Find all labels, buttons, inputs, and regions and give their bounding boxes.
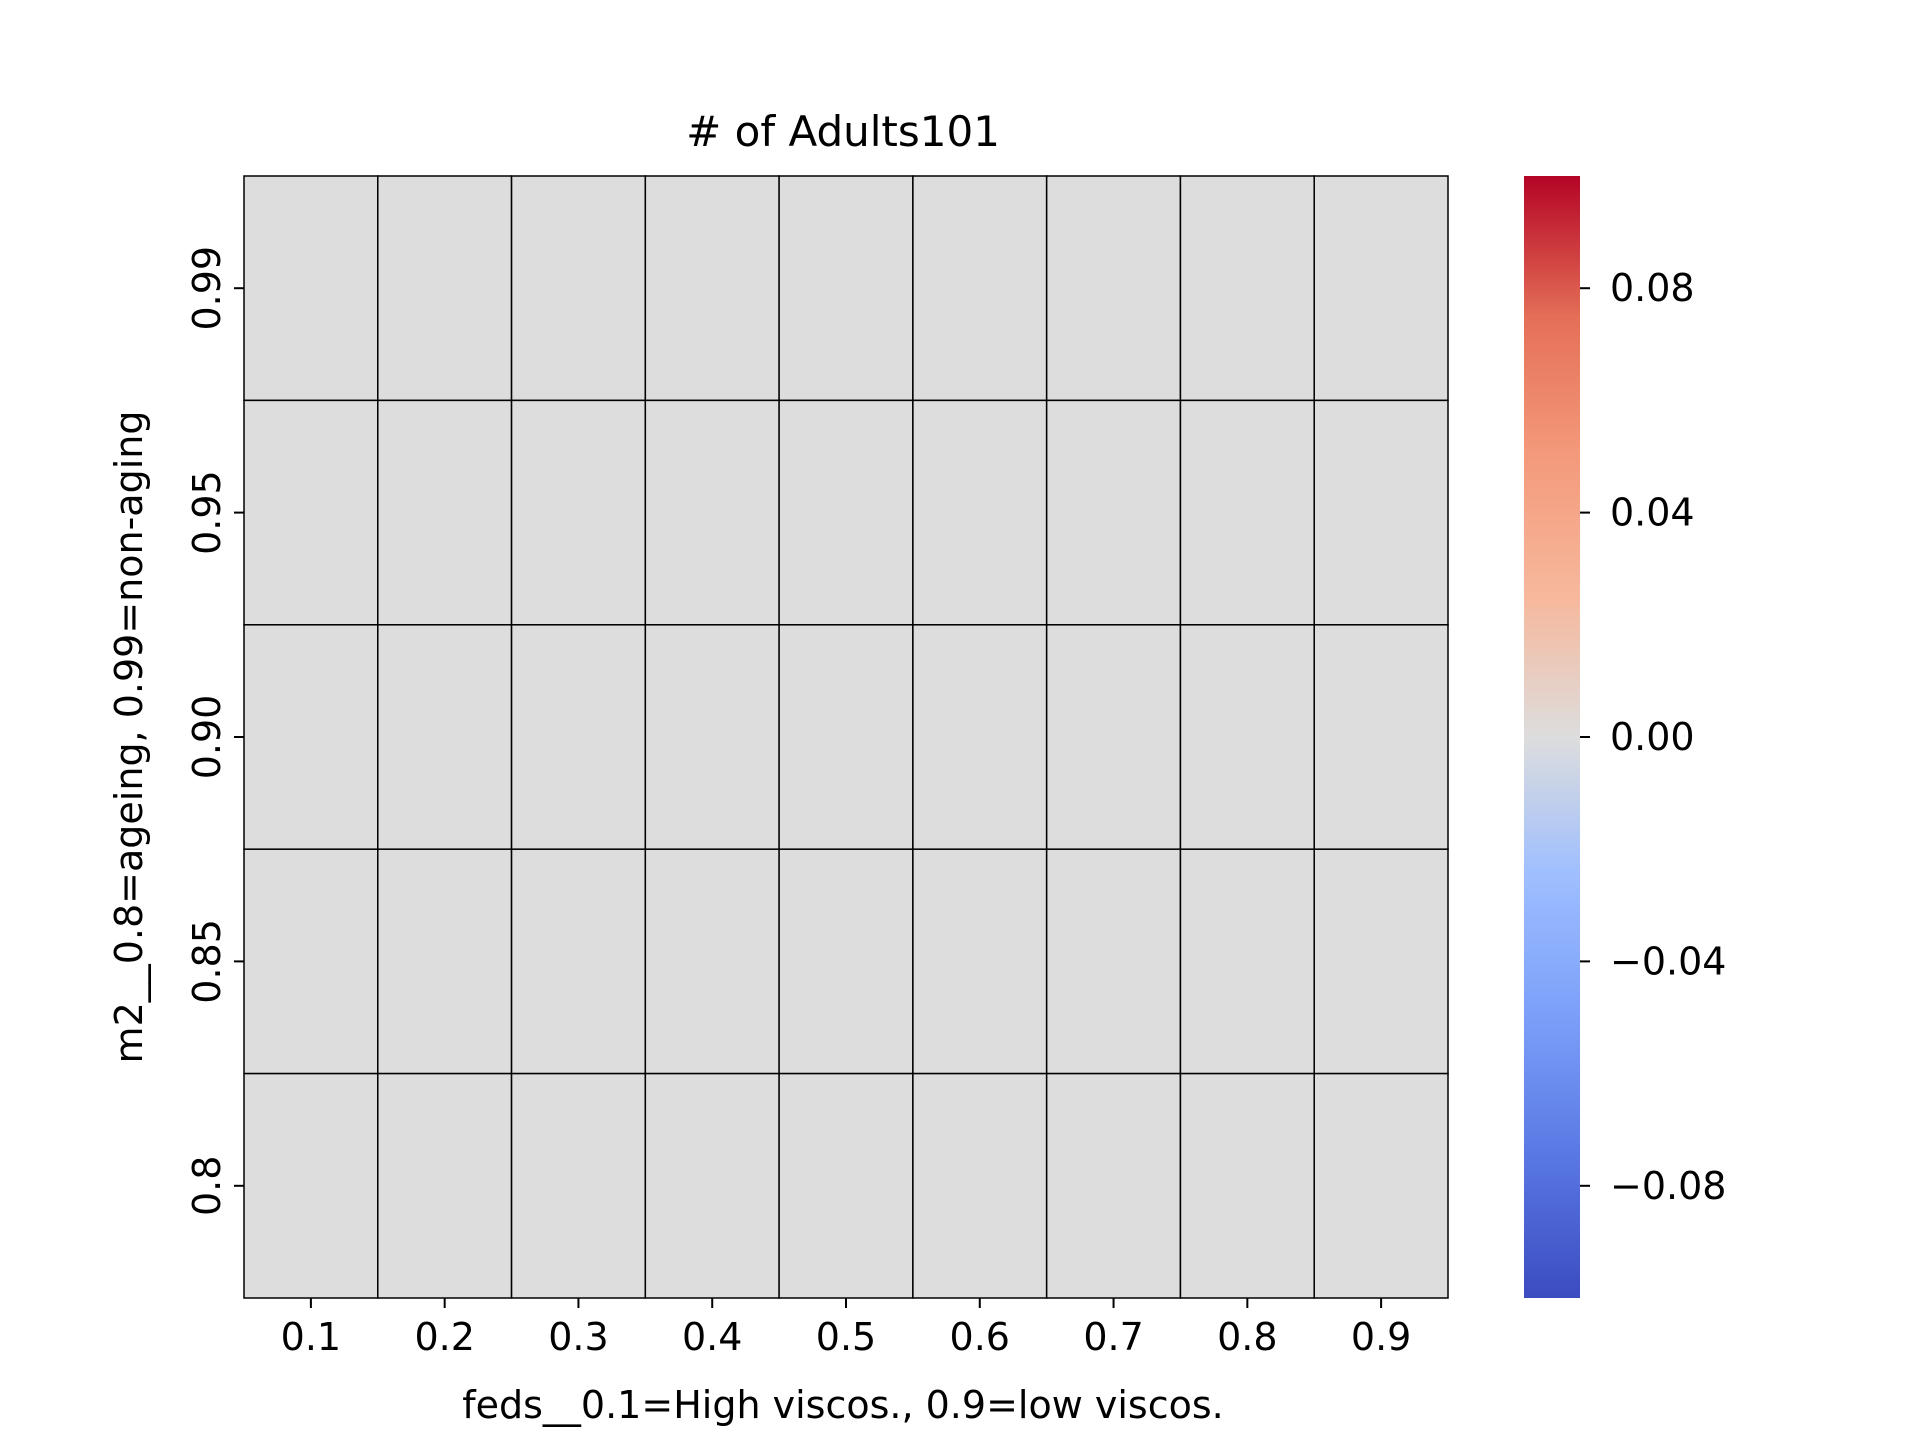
y-tick-label: 0.90 xyxy=(185,695,229,780)
x-tick-label: 0.5 xyxy=(816,1315,876,1359)
heatmap-cell xyxy=(778,1072,914,1299)
heatmap-cell xyxy=(1179,848,1315,1075)
heatmap-cell xyxy=(1313,1072,1449,1299)
heatmap-cell xyxy=(1179,175,1315,402)
x-tick-label: 0.1 xyxy=(281,1315,341,1359)
y-tick-label: 0.8 xyxy=(185,1156,229,1216)
heatmap-cell xyxy=(1179,624,1315,850)
x-tick-label: 0.8 xyxy=(1217,1315,1277,1359)
colorbar-ticks: 0.08 0.04 0.00 −0.04 −0.08 xyxy=(1580,266,1726,1208)
heatmap-cell xyxy=(778,624,914,850)
heatmap-cell xyxy=(912,848,1048,1075)
heatmap-cell xyxy=(243,175,379,402)
heatmap-cell xyxy=(1045,624,1182,850)
heatmap-cell xyxy=(1313,848,1449,1075)
heatmap-cell xyxy=(510,175,647,402)
y-axis-ticks: 0.99 0.95 0.90 0.85 0.8 xyxy=(185,246,244,1216)
heatmap-cell xyxy=(644,175,780,402)
colorbar-tick-label: 0.08 xyxy=(1610,266,1695,310)
heatmap-cell xyxy=(1179,399,1315,626)
colorbar-tick-label: −0.08 xyxy=(1610,1164,1726,1208)
chart-title: # of Adults101 xyxy=(686,107,1000,156)
heatmap-cell xyxy=(1313,399,1449,626)
heatmap-cell xyxy=(912,1072,1048,1299)
heatmap-cell xyxy=(1313,624,1449,850)
x-axis-label: feds__0.1=High viscos., 0.9=low viscos. xyxy=(462,1383,1223,1427)
heatmap-cell xyxy=(510,1072,647,1299)
x-tick-label: 0.4 xyxy=(682,1315,742,1359)
x-axis-ticks: 0.1 0.2 0.3 0.4 0.5 0.6 0.7 0.8 0.9 xyxy=(281,1298,1411,1359)
y-tick-label: 0.85 xyxy=(185,919,229,1004)
colorbar-tick-label: −0.04 xyxy=(1610,939,1726,983)
colorbar-tick-label: 0.04 xyxy=(1610,491,1695,535)
heatmap-cell xyxy=(778,399,914,626)
heatmap-cell xyxy=(243,399,379,626)
heatmap-cell xyxy=(1179,1072,1315,1299)
heatmap-cell xyxy=(1045,399,1182,626)
heatmap-cell xyxy=(912,399,1048,626)
y-tick-label: 0.95 xyxy=(185,470,229,555)
heatmap-cell xyxy=(644,1072,780,1299)
x-tick-label: 0.9 xyxy=(1351,1315,1411,1359)
heatmap-cell xyxy=(644,848,780,1075)
x-tick-label: 0.6 xyxy=(950,1315,1010,1359)
x-tick-label: 0.7 xyxy=(1083,1315,1143,1359)
y-tick-label: 0.99 xyxy=(185,246,229,331)
heatmap-cell xyxy=(912,624,1048,850)
x-tick-label: 0.2 xyxy=(414,1315,474,1359)
heatmap-cell xyxy=(778,175,914,402)
heatmap-cell xyxy=(243,624,379,850)
heatmap-cell xyxy=(510,624,647,850)
heatmap-cell xyxy=(243,1072,379,1299)
heatmap-cell xyxy=(1045,1072,1182,1299)
heatmap-cell xyxy=(377,399,513,626)
heatmap-cell xyxy=(377,175,513,402)
heatmap-cell xyxy=(377,624,513,850)
heatmap-cell xyxy=(644,624,780,850)
heatmap-cell xyxy=(1045,848,1182,1075)
y-axis-label: m2__0.8=ageing, 0.99=non-aging xyxy=(107,411,151,1064)
colorbar xyxy=(1524,176,1580,1298)
heatmap-cell xyxy=(510,399,647,626)
heatmap-cell xyxy=(778,848,914,1075)
heatmap-cell xyxy=(510,848,647,1075)
heatmap-cell xyxy=(912,175,1048,402)
heatmap-cell xyxy=(377,1072,513,1299)
heatmap-cells xyxy=(243,175,1449,1299)
heatmap-cell xyxy=(377,848,513,1075)
x-tick-label: 0.3 xyxy=(548,1315,608,1359)
heatmap-cell xyxy=(1045,175,1182,402)
heatmap-cell xyxy=(243,848,379,1075)
heatmap-cell xyxy=(644,399,780,626)
colorbar-tick-label: 0.00 xyxy=(1610,715,1695,759)
heatmap-cell xyxy=(1313,175,1449,402)
